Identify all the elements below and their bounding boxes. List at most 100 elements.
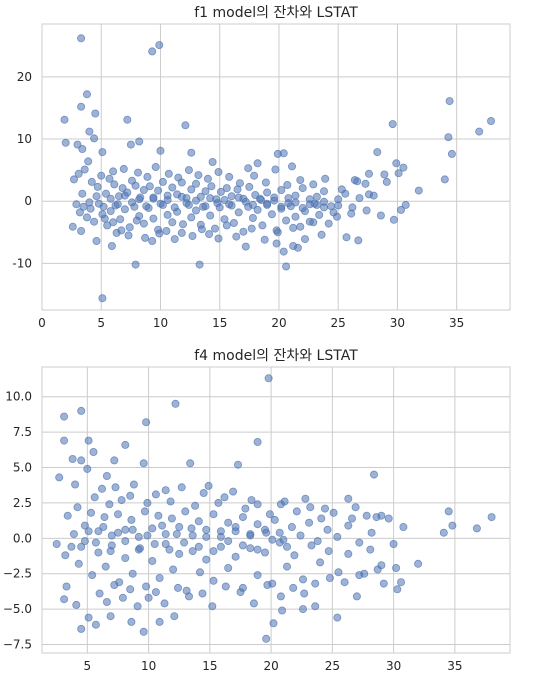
x-axis-ticks: 0 5 10 15 20 25 30 35 (38, 316, 464, 330)
data-point (77, 406, 86, 415)
data-point (187, 524, 196, 533)
data-point (98, 148, 107, 157)
data-point (161, 530, 170, 539)
data-point (393, 585, 402, 594)
data-point (384, 514, 393, 523)
data-point (238, 541, 247, 550)
data-point (188, 531, 197, 540)
data-point (191, 501, 200, 510)
data-point (354, 236, 363, 245)
data-point (355, 194, 364, 203)
data-point (229, 218, 238, 227)
data-point (105, 174, 114, 183)
chart-title: f1 model의 잔차와 LSTAT (194, 5, 358, 21)
data-point (205, 230, 214, 239)
data-point (224, 564, 233, 573)
data-point (67, 542, 76, 551)
data-point (214, 167, 223, 176)
data-point (216, 542, 225, 551)
data-point (376, 211, 385, 220)
data-point (233, 460, 242, 469)
data-point (292, 507, 301, 516)
data-point (300, 235, 309, 244)
data-point (77, 624, 86, 633)
data-point (414, 186, 423, 195)
y-tick-label: 0.0 (13, 531, 32, 545)
data-point (173, 583, 182, 592)
data-point (353, 177, 362, 186)
data-point (114, 510, 123, 519)
data-point (309, 218, 318, 227)
data-point (89, 447, 98, 456)
data-point (373, 148, 382, 157)
data-point (75, 208, 84, 217)
data-point (161, 540, 170, 549)
data-point (296, 222, 305, 231)
data-point (95, 589, 104, 598)
data-point (203, 174, 212, 183)
data-point (213, 199, 222, 208)
data-point (352, 592, 361, 601)
data-point (155, 617, 164, 626)
data-point (369, 470, 378, 479)
data-point (156, 146, 165, 155)
data-point (163, 195, 172, 204)
data-point (84, 436, 93, 445)
data-point (241, 197, 250, 206)
data-point (84, 157, 93, 166)
data-point (62, 582, 71, 591)
data-point (275, 528, 284, 537)
data-point (148, 524, 157, 533)
data-point (372, 513, 381, 522)
data-point (246, 530, 255, 539)
data-point (366, 545, 375, 554)
data-point (177, 192, 186, 201)
data-point (102, 471, 111, 480)
data-point (306, 503, 315, 512)
data-point (111, 483, 120, 492)
data-point (156, 199, 165, 208)
data-point (444, 507, 453, 516)
data-point (121, 440, 130, 449)
data-point (92, 236, 101, 245)
data-point (132, 216, 141, 225)
data-point (324, 219, 333, 228)
data-point (220, 493, 229, 502)
data-point (235, 179, 244, 188)
data-point (271, 165, 280, 174)
x-tick-label: 15 (212, 316, 227, 330)
data-point (78, 189, 87, 198)
data-point (143, 498, 152, 507)
data-point (121, 554, 130, 563)
data-point (201, 187, 210, 196)
data-point (399, 163, 408, 172)
data-point (334, 201, 343, 210)
data-point (337, 185, 346, 194)
data-point (151, 162, 160, 171)
data-point (72, 600, 81, 609)
data-point (261, 178, 270, 187)
y-tick-label: 2.5 (13, 496, 32, 510)
data-point (487, 513, 496, 522)
y-axis-ticks: −7.5 −5.0 −2.5 0.0 2.5 5.0 7.5 10.0 (3, 390, 32, 652)
data-point (77, 34, 86, 43)
data-point (145, 182, 154, 191)
data-point (106, 207, 115, 216)
data-point (194, 517, 203, 526)
data-point (99, 523, 108, 532)
data-point (253, 159, 262, 168)
y-tick-label: 5.0 (13, 461, 32, 475)
data-point (97, 171, 106, 180)
data-point (272, 239, 281, 248)
data-point (186, 459, 195, 468)
y-tick-label: −7.5 (3, 638, 32, 652)
data-point (311, 602, 320, 611)
data-point (102, 598, 111, 607)
data-point (298, 203, 307, 212)
data-point (83, 464, 92, 473)
data-point (100, 214, 109, 223)
data-point (110, 180, 119, 189)
data-point (248, 200, 257, 209)
data-point (188, 547, 197, 556)
data-point (114, 528, 123, 537)
